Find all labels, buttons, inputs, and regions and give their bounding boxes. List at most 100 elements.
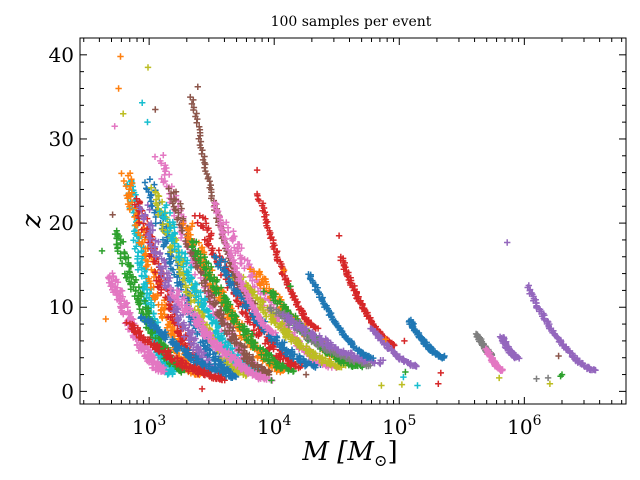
y-axis-label: z xyxy=(17,214,47,229)
scatter-point xyxy=(148,246,155,253)
scatter-point xyxy=(119,293,126,300)
scatter-point xyxy=(504,239,511,246)
scatter-point xyxy=(201,297,209,304)
scatter-point xyxy=(161,204,169,211)
scatter-point xyxy=(159,265,166,272)
scatter-point xyxy=(160,274,168,281)
scatter-point xyxy=(203,345,210,353)
scatter-point xyxy=(194,83,201,90)
x-axis-label: M [M⊙] xyxy=(301,437,397,470)
x-tick-label: 106 xyxy=(507,413,541,439)
scatter-point xyxy=(102,315,109,323)
scatter-point xyxy=(555,352,562,360)
scatter-point xyxy=(173,279,181,286)
scatter-point xyxy=(122,182,130,190)
scatter-point xyxy=(141,179,149,186)
scatter-point xyxy=(166,297,174,304)
scatter-point xyxy=(132,191,139,198)
scatter-point xyxy=(167,249,174,256)
scatter-point xyxy=(378,382,385,389)
scatter-point xyxy=(120,311,127,318)
scatter-point xyxy=(126,186,133,193)
scatter-point xyxy=(184,271,191,278)
scatter-point xyxy=(118,287,126,294)
scatter-point xyxy=(184,327,192,334)
scatter-point xyxy=(111,230,119,238)
scatter-point xyxy=(141,268,148,275)
scatter-point xyxy=(128,274,135,281)
y-tick-label: 20 xyxy=(49,211,74,235)
scatter-point xyxy=(146,234,153,242)
scatter-point xyxy=(186,278,193,285)
scatter-point xyxy=(120,177,128,185)
scatter-point xyxy=(335,232,343,239)
y-tick-label: 0 xyxy=(61,379,74,403)
scatter-point xyxy=(126,206,133,213)
scatter-point xyxy=(111,123,118,130)
scatter-point xyxy=(131,213,138,221)
scatter-point xyxy=(117,53,124,60)
scatter-point xyxy=(98,247,106,255)
scatter-point xyxy=(156,208,163,215)
x-axis-ticks: 103 104 105 106 xyxy=(83,38,623,439)
data-markers xyxy=(98,53,599,393)
scatter-point xyxy=(114,279,122,286)
scatter-point xyxy=(414,382,421,389)
scatter-point xyxy=(138,212,146,219)
scatter-point xyxy=(128,176,135,183)
scatter-point xyxy=(157,278,164,286)
scatter-point xyxy=(152,106,159,113)
scatter-point xyxy=(139,285,146,292)
scatter-point xyxy=(162,215,169,223)
scatter-point xyxy=(150,250,157,257)
scatter-point xyxy=(206,351,213,358)
scatter-point xyxy=(166,260,174,267)
scatter-point xyxy=(174,282,182,290)
scatter-point xyxy=(134,266,142,273)
scatter-point xyxy=(211,356,218,363)
scatter-point xyxy=(201,164,208,171)
scatter-point xyxy=(159,226,166,233)
scatter-point xyxy=(151,153,159,160)
scatter-point xyxy=(167,243,174,251)
chart-title: 100 samples per event xyxy=(271,14,432,30)
scatter-point xyxy=(194,330,201,338)
scatter-point xyxy=(544,374,552,382)
scatter-point xyxy=(193,110,200,117)
y-tick-label: 30 xyxy=(49,127,74,151)
scatter-point xyxy=(167,321,174,328)
y-tick-label: 40 xyxy=(49,43,74,67)
scatter-point xyxy=(138,264,145,272)
scatter-point xyxy=(149,364,156,372)
scatter-point xyxy=(147,227,154,234)
scatter-point xyxy=(160,243,167,250)
scatter-point xyxy=(197,289,204,296)
scatter-point xyxy=(174,262,181,269)
scatter-point xyxy=(175,243,182,250)
x-tick-label: 104 xyxy=(257,413,291,439)
scatter-point xyxy=(146,194,154,201)
scatter-point xyxy=(109,211,116,218)
scatter-point xyxy=(128,189,135,196)
scatter-point xyxy=(131,245,139,252)
scatter-point xyxy=(137,232,144,239)
scatter-point xyxy=(162,168,169,175)
scatter-point xyxy=(148,202,155,210)
scatter-point xyxy=(146,253,153,260)
scatter-point xyxy=(187,342,195,349)
scatter-point xyxy=(127,263,135,270)
scatter-point xyxy=(157,289,165,297)
scatter-point xyxy=(175,266,183,273)
scatter-point xyxy=(153,201,161,209)
scatter-point xyxy=(144,64,152,71)
scatter-point xyxy=(158,160,165,167)
scatter-point xyxy=(131,279,138,286)
scatter-point xyxy=(187,292,194,300)
scatter-point xyxy=(177,234,185,242)
scatter-point xyxy=(151,181,158,188)
scatter-point xyxy=(171,246,178,253)
scatter-point xyxy=(124,195,131,202)
scatter-point xyxy=(113,227,120,234)
scatter-point xyxy=(496,374,503,382)
scatter-point xyxy=(437,369,444,377)
